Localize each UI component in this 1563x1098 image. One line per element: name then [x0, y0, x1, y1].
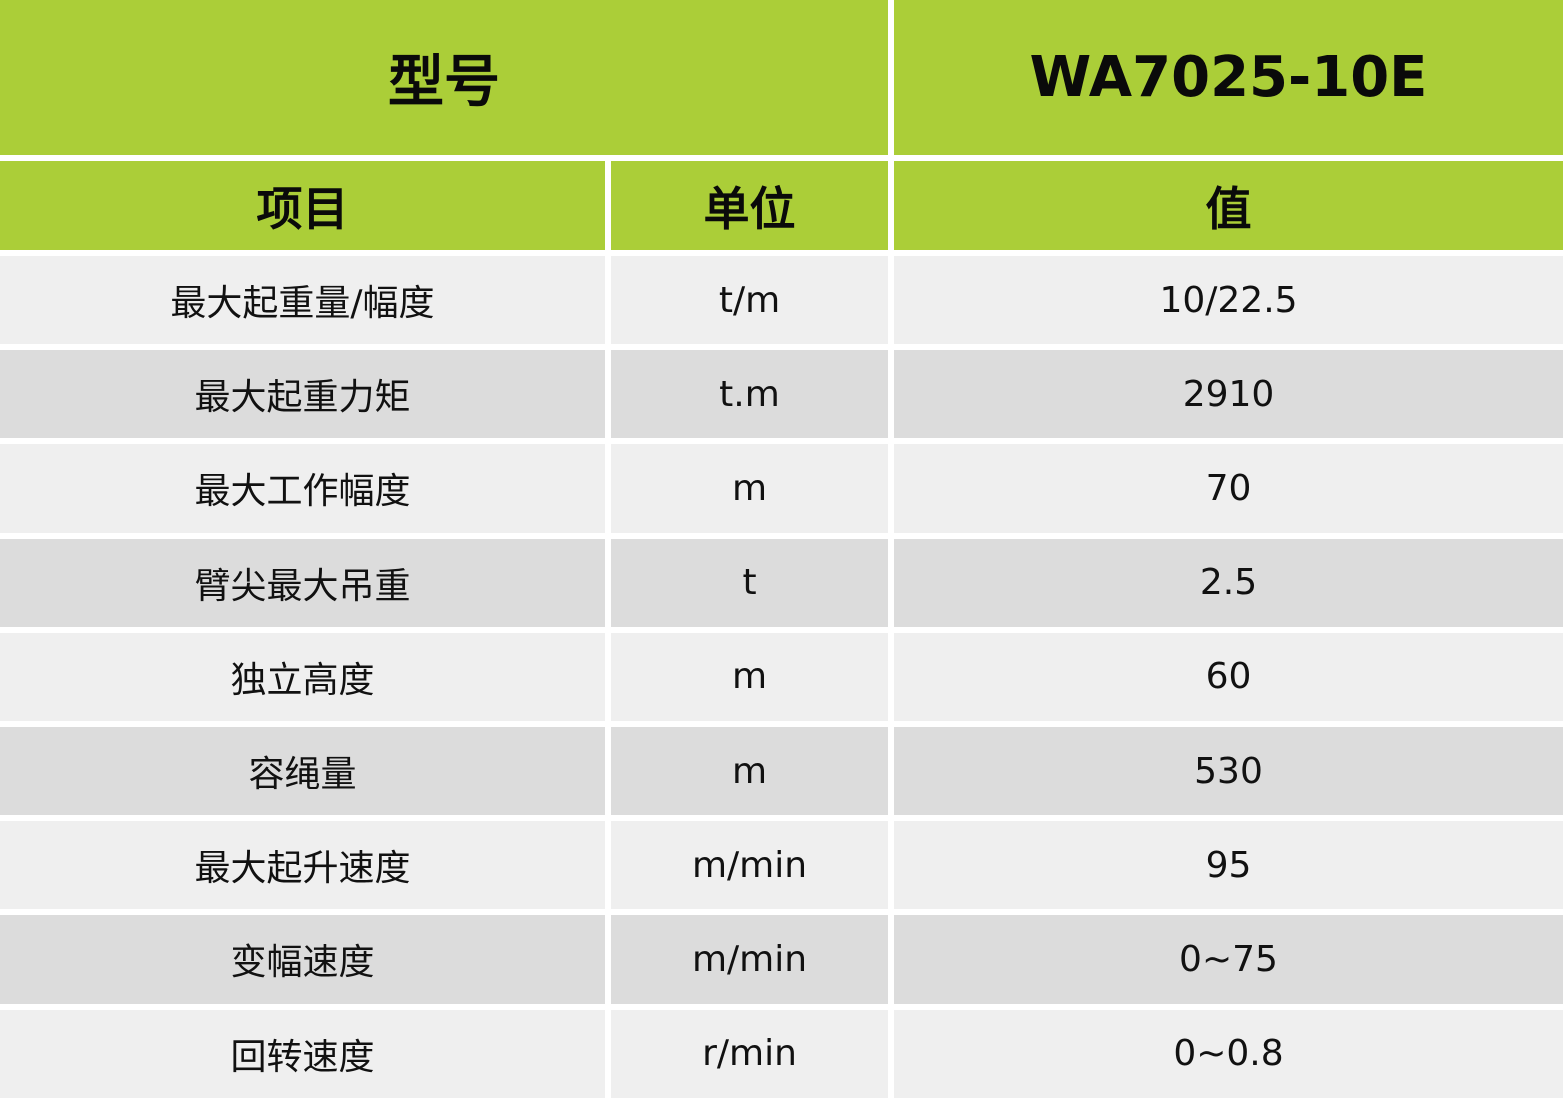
table-cell-unit: t.m	[611, 350, 888, 439]
table-cell-unit: t	[611, 538, 888, 627]
model-label: 型号	[0, 0, 888, 155]
table-cell-unit: m/min	[611, 821, 888, 910]
table-cell-item: 最大起升速度	[0, 821, 605, 910]
table-cell-item: 臂尖最大吊重	[0, 538, 605, 627]
table-cell-item: 变幅速度	[0, 915, 605, 1004]
table-cell-unit: m	[611, 444, 888, 533]
table-cell-value: 70	[894, 444, 1563, 533]
table-cell-value: 60	[894, 632, 1563, 721]
table-cell-item: 最大工作幅度	[0, 444, 605, 533]
table-cell-item: 容绳量	[0, 726, 605, 816]
column-header-unit: 单位	[611, 161, 888, 250]
column-header-item: 项目	[0, 161, 605, 250]
table-cell-unit: r/min	[611, 1009, 888, 1098]
table-cell-value: 95	[894, 821, 1563, 910]
table-cell-unit: m/min	[611, 915, 888, 1004]
column-header-value: 值	[894, 161, 1563, 250]
table-cell-unit: m	[611, 726, 888, 816]
table-cell-value: 0~0.8	[894, 1009, 1563, 1098]
table-cell-value: 0~75	[894, 915, 1563, 1004]
model-value: WA7025-10E	[894, 0, 1563, 155]
table-cell-unit: m	[611, 632, 888, 721]
table-cell-value: 530	[894, 726, 1563, 816]
table-cell-item: 独立高度	[0, 632, 605, 721]
table-cell-value: 2.5	[894, 538, 1563, 627]
table-cell-value: 10/22.5	[894, 256, 1563, 345]
table-cell-item: 最大起重量/幅度	[0, 256, 605, 345]
table-cell-item: 回转速度	[0, 1009, 605, 1098]
table-cell-value: 2910	[894, 350, 1563, 439]
table-cell-unit: t/m	[611, 256, 888, 345]
table-cell-item: 最大起重力矩	[0, 350, 605, 439]
